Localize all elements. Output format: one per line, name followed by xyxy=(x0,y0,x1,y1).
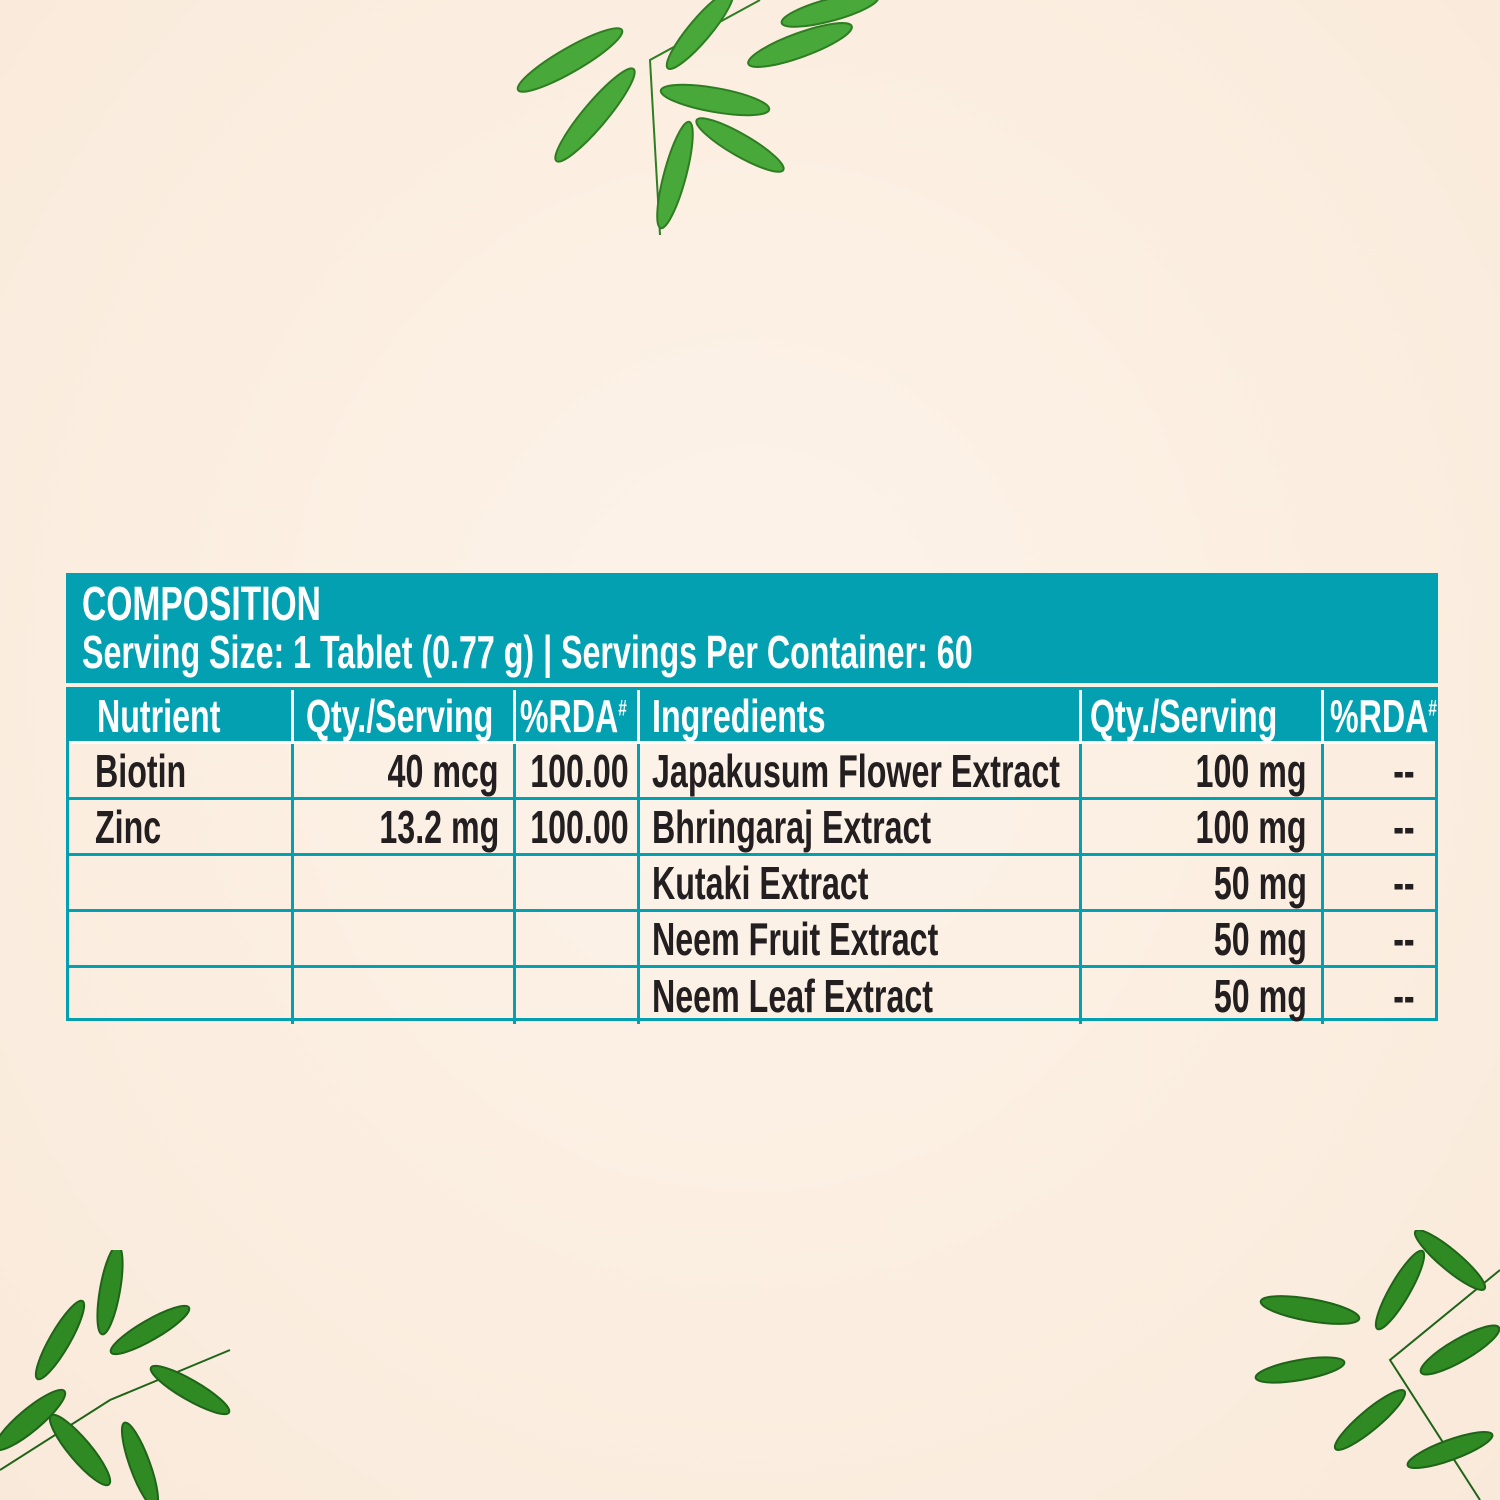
cell-rda xyxy=(516,912,640,968)
cell-ingredient: Bhringaraj Extract xyxy=(640,800,1082,856)
cell-nutrient: Zinc xyxy=(69,800,294,856)
table-row: Biotin 40 mcg 100.00 Japakusum Flower Extra… xyxy=(69,744,1435,800)
ingredient-value: Japakusum Flower Extract xyxy=(652,744,1061,797)
iqty-value: 100 mg xyxy=(1196,800,1307,853)
cell-nutrient xyxy=(69,912,294,968)
cell-rda: 100.00 xyxy=(516,800,640,856)
rda-value: 100.00 xyxy=(530,800,629,853)
irda-value: -- xyxy=(1393,970,1415,1022)
cell-irda: -- xyxy=(1324,856,1435,912)
cell-iqty: 50 mg xyxy=(1082,912,1324,968)
cell-ingredient: Neem Leaf Extract xyxy=(640,968,1082,1024)
cell-qty xyxy=(294,968,516,1024)
header-ingredient-qty: Qty./Serving xyxy=(1090,689,1278,742)
cell-nutrient xyxy=(69,968,294,1024)
table-row: Neem Leaf Extract 50 mg -- xyxy=(69,968,1435,1024)
header-ingredients: Ingredients xyxy=(652,689,826,742)
neem-leaves-top-icon xyxy=(516,0,880,236)
ingredient-value: Kutaki Extract xyxy=(652,856,869,909)
cell-irda: -- xyxy=(1324,800,1435,856)
cell-nutrient: Biotin xyxy=(69,744,294,800)
cell-rda xyxy=(516,856,640,912)
cell-iqty: 50 mg xyxy=(1082,856,1324,912)
irda-value: -- xyxy=(1393,912,1415,965)
table-grid: Nutrient Qty./Serving %RDA# Ingredients … xyxy=(66,687,1438,1024)
cell-iqty: 100 mg xyxy=(1082,744,1324,800)
table-row: Neem Fruit Extract 50 mg -- xyxy=(69,912,1435,968)
qty-value: 13.2 mg xyxy=(379,800,499,853)
cell-qty: 13.2 mg xyxy=(294,800,516,856)
header-ingredient-rda: %RDA# xyxy=(1330,689,1437,742)
cell-iqty: 50 mg xyxy=(1082,968,1324,1024)
irda-value: -- xyxy=(1393,800,1415,853)
table-row: Zinc 13.2 mg 100.00 Bhringaraj Extract 100 m… xyxy=(69,800,1435,856)
composition-title: COMPOSITION xyxy=(82,578,321,631)
cell-irda: -- xyxy=(1324,968,1435,1024)
cell-rda: 100.00 xyxy=(516,744,640,800)
cell-rda xyxy=(516,968,640,1024)
cell-ingredient: Japakusum Flower Extract xyxy=(640,744,1082,800)
cell-qty xyxy=(294,856,516,912)
ingredient-value: Neem Leaf Extract xyxy=(652,970,933,1022)
cell-ingredient: Kutaki Extract xyxy=(640,856,1082,912)
irda-value: -- xyxy=(1393,856,1415,909)
table-row: Kutaki Extract 50 mg -- xyxy=(69,856,1435,912)
ingredient-value: Bhringaraj Extract xyxy=(652,800,932,853)
iqty-value: 50 mg xyxy=(1213,912,1307,965)
serving-info: Serving Size: 1 Tablet (0.77 g) | Servin… xyxy=(82,626,973,678)
header-rda: %RDA# xyxy=(520,689,627,742)
cell-irda: -- xyxy=(1324,912,1435,968)
cell-irda: -- xyxy=(1324,744,1435,800)
header-qty: Qty./Serving xyxy=(306,689,494,742)
nutrient-value: Zinc xyxy=(95,800,162,853)
ingredient-value: Neem Fruit Extract xyxy=(652,912,939,965)
neem-leaves-bottom-left-icon xyxy=(0,1250,231,1500)
iqty-value: 50 mg xyxy=(1213,970,1307,1022)
composition-header: COMPOSITION Serving Size: 1 Tablet (0.77… xyxy=(66,573,1438,683)
nutrient-value: Biotin xyxy=(95,744,187,797)
composition-table: COMPOSITION Serving Size: 1 Tablet (0.77… xyxy=(66,573,1438,1024)
table-header-row: Nutrient Qty./Serving %RDA# Ingredients … xyxy=(69,689,1437,744)
irda-value: -- xyxy=(1393,744,1415,797)
cell-qty: 40 mcg xyxy=(294,744,516,800)
qty-value: 40 mcg xyxy=(388,744,499,797)
cell-nutrient xyxy=(69,856,294,912)
cell-ingredient: Neem Fruit Extract xyxy=(640,912,1082,968)
cell-iqty: 100 mg xyxy=(1082,800,1324,856)
cell-qty xyxy=(294,912,516,968)
iqty-value: 50 mg xyxy=(1213,856,1307,909)
rda-value: 100.00 xyxy=(530,744,629,797)
iqty-value: 100 mg xyxy=(1196,744,1307,797)
neem-leaves-bottom-right-icon xyxy=(1254,1230,1500,1500)
header-nutrient: Nutrient xyxy=(97,689,221,742)
